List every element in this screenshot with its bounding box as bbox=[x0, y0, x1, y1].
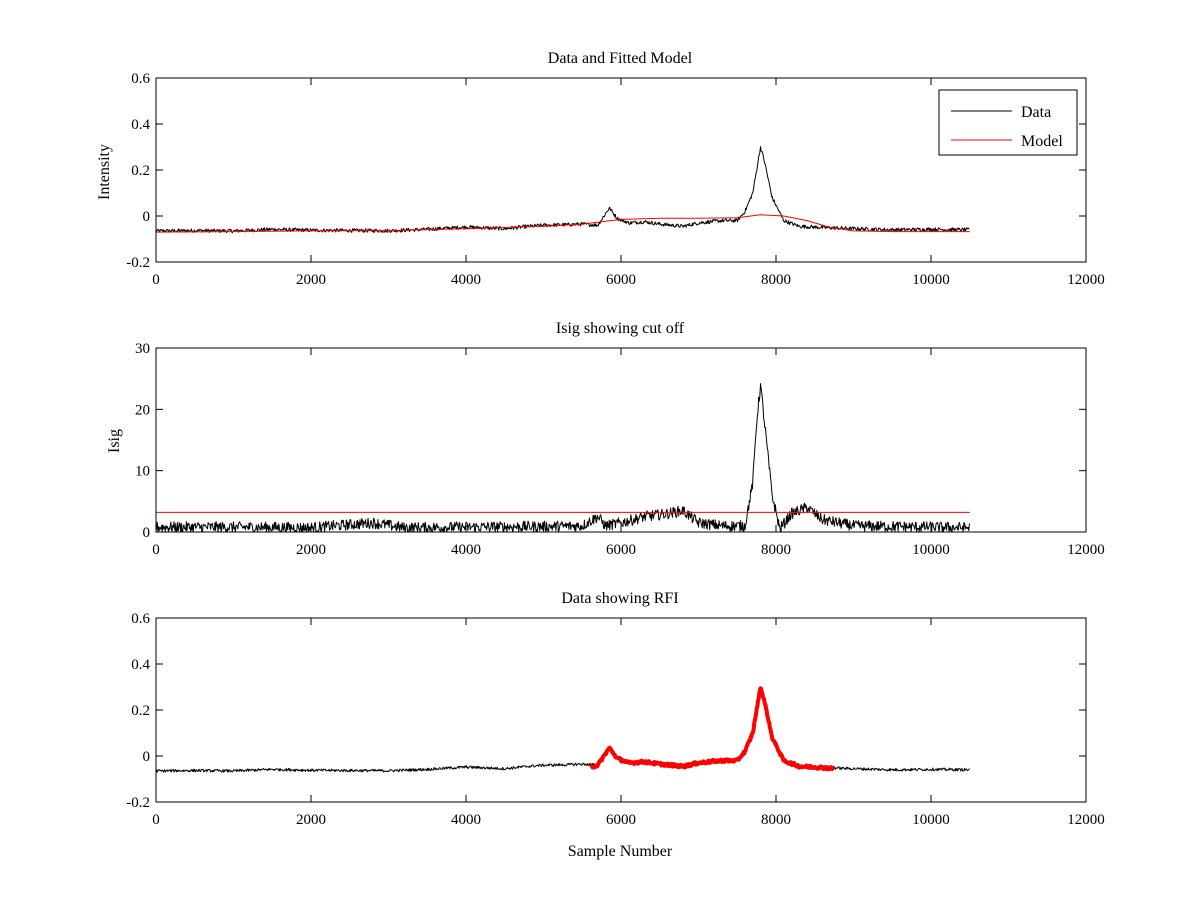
y-tick-label: 0 bbox=[143, 209, 151, 225]
y-tick-label: -0.2 bbox=[126, 255, 150, 271]
x-tick-label: 10000 bbox=[912, 812, 950, 828]
y-tick-label: 0.4 bbox=[131, 117, 150, 133]
x-tick-label: 2000 bbox=[296, 812, 326, 828]
x-tick-label: 10000 bbox=[912, 542, 950, 558]
x-tick-label: 2000 bbox=[296, 272, 326, 288]
y-axis-label: Isig bbox=[106, 429, 123, 453]
x-tick-label: 4000 bbox=[451, 812, 481, 828]
x-tick-label: 10000 bbox=[912, 272, 950, 288]
y-tick-label: 0.2 bbox=[131, 163, 150, 179]
series-isig bbox=[155, 383, 970, 533]
y-tick-label: 20 bbox=[135, 402, 150, 418]
x-tick-label: 6000 bbox=[606, 542, 636, 558]
x-tick-label: 12000 bbox=[1067, 542, 1105, 558]
y-tick-label: 0.6 bbox=[131, 71, 150, 87]
y-tick-label: 0.2 bbox=[131, 703, 150, 719]
plot-title: Isig showing cut off bbox=[556, 320, 685, 337]
series-data bbox=[155, 146, 970, 234]
series-layer bbox=[155, 383, 970, 533]
legend: Data Model bbox=[938, 89, 1078, 156]
x-tick-label: 2000 bbox=[296, 542, 326, 558]
y-tick-label: 0.6 bbox=[131, 611, 150, 627]
series-model bbox=[155, 214, 970, 233]
y-tick-label: 0.4 bbox=[131, 657, 150, 673]
x-tick-label: 12000 bbox=[1067, 812, 1105, 828]
y-tick-label: 0 bbox=[143, 749, 151, 765]
axes-layer: 0 2000 4000 6000 8000 10000 12000-0.200.20.40.… bbox=[126, 611, 1105, 828]
plot-title: Data and Fitted Model bbox=[548, 50, 693, 67]
axes-layer: 0 2000 4000 6000 8000 10000 12000 0 10 20 30 bbox=[135, 341, 1105, 558]
legend-box bbox=[938, 89, 1078, 156]
x-tick-label: 8000 bbox=[761, 542, 791, 558]
x-tick-label: 6000 bbox=[606, 812, 636, 828]
y-tick-label: -0.2 bbox=[126, 795, 150, 811]
y-axis-label: Intensity bbox=[96, 144, 113, 200]
y-tick-label: 10 bbox=[135, 464, 150, 480]
x-tick-label: 0 bbox=[152, 272, 160, 288]
legend-model-label: Model bbox=[1021, 133, 1063, 150]
plot-isig-cut-off: Isig showing cut off Isig 0 2000 4000 6000 8… bbox=[106, 320, 1105, 558]
x-tick-label: 0 bbox=[152, 812, 160, 828]
legend-data-label: Data bbox=[1021, 104, 1051, 121]
series-rfi bbox=[588, 686, 836, 772]
series-layer bbox=[155, 146, 970, 234]
y-tick-label: 30 bbox=[135, 341, 150, 357]
plot-data-rfi: Data showing RFI Sample Number 0 2000 4000… bbox=[126, 590, 1105, 860]
x-tick-label: 6000 bbox=[606, 272, 636, 288]
y-tick-label: 0 bbox=[143, 525, 151, 541]
x-tick-label: 4000 bbox=[451, 272, 481, 288]
x-tick-label: 8000 bbox=[761, 272, 791, 288]
x-axis-label: Sample Number bbox=[568, 843, 673, 860]
x-tick-label: 4000 bbox=[451, 542, 481, 558]
axes-layer: 0 2000 4000 6000 8000 10000 12000-0.200.20.40.… bbox=[126, 71, 1105, 288]
x-tick-label: 12000 bbox=[1067, 272, 1105, 288]
x-tick-label: 0 bbox=[152, 542, 160, 558]
plot-data-fitted-model: Data and Fitted Model Intensity 0 2000 400… bbox=[96, 50, 1105, 288]
plot-title: Data showing RFI bbox=[561, 590, 678, 607]
series-layer bbox=[155, 686, 970, 773]
x-tick-label: 8000 bbox=[761, 812, 791, 828]
